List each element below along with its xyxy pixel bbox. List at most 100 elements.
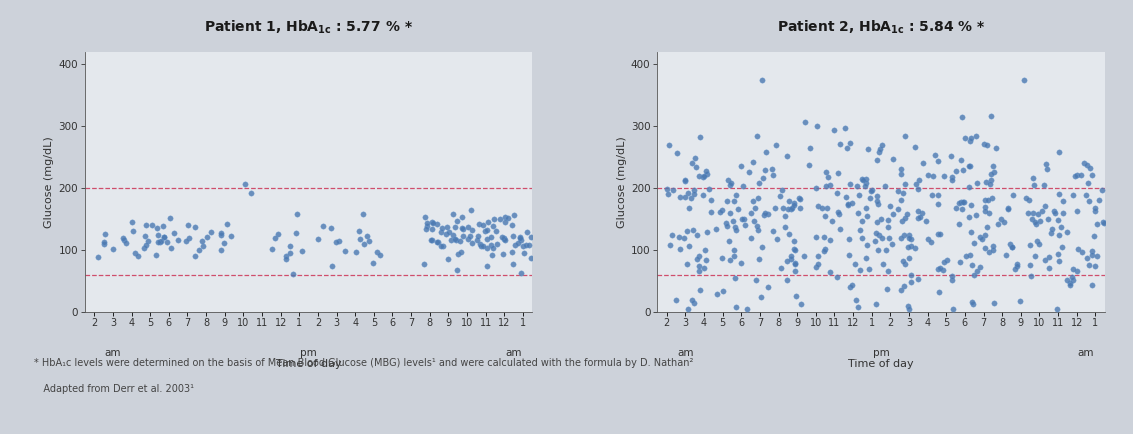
Point	[752, 76, 770, 83]
Point	[504, 261, 522, 268]
Point	[1053, 244, 1071, 251]
Point	[849, 210, 867, 217]
Point	[795, 253, 813, 260]
Point	[979, 197, 997, 204]
Point	[691, 134, 709, 141]
Point	[1067, 267, 1085, 274]
Point	[869, 201, 887, 208]
Point	[685, 187, 704, 194]
Point	[521, 254, 539, 261]
Point	[463, 227, 482, 233]
Point	[104, 246, 122, 253]
Point	[676, 194, 695, 201]
Point	[695, 172, 713, 179]
Point	[123, 227, 142, 234]
Point	[809, 203, 827, 210]
Point	[976, 232, 994, 239]
Point	[828, 190, 846, 197]
Point	[143, 222, 161, 229]
Point	[688, 256, 706, 263]
Point	[724, 218, 742, 225]
Text: pm: pm	[300, 349, 317, 358]
Point	[474, 243, 492, 250]
Point	[726, 227, 744, 234]
Point	[468, 237, 486, 244]
Point	[785, 247, 803, 254]
Point	[829, 208, 847, 215]
Point	[774, 205, 792, 212]
Point	[1049, 216, 1067, 223]
Point	[1036, 203, 1054, 210]
Point	[982, 112, 1000, 119]
Point	[150, 239, 168, 246]
Point	[726, 275, 744, 282]
Point	[500, 214, 518, 221]
Point	[1031, 217, 1049, 224]
Point	[1028, 238, 1046, 245]
Point	[1038, 165, 1056, 172]
Point	[708, 290, 726, 297]
Point	[843, 199, 861, 206]
Point	[963, 299, 981, 306]
Point	[851, 227, 869, 233]
Point	[947, 204, 965, 211]
Point	[678, 260, 696, 267]
Point	[987, 145, 1005, 151]
Point	[676, 177, 695, 184]
Point	[893, 217, 911, 224]
Point	[858, 212, 876, 219]
Point	[511, 269, 529, 276]
Point	[982, 177, 1000, 184]
Point	[1093, 219, 1111, 226]
Point	[750, 256, 768, 263]
Point	[968, 179, 986, 186]
Point	[659, 141, 678, 148]
Point	[875, 260, 893, 267]
Point	[977, 203, 995, 210]
Point	[957, 253, 976, 260]
Point	[194, 243, 212, 250]
Point	[953, 113, 971, 120]
Point	[721, 209, 739, 216]
Point	[968, 132, 986, 139]
Point	[812, 204, 830, 211]
Point	[446, 224, 465, 231]
Point	[472, 242, 491, 249]
Point	[707, 226, 725, 233]
Point	[766, 204, 784, 211]
Point	[877, 247, 895, 253]
Point	[785, 237, 803, 244]
Point	[892, 170, 910, 177]
Point	[1020, 197, 1038, 204]
Point	[664, 187, 682, 194]
Point	[1076, 191, 1094, 198]
Point	[954, 199, 972, 206]
Point	[337, 247, 355, 254]
Point	[980, 248, 998, 255]
Point	[668, 149, 687, 156]
Point	[462, 207, 480, 214]
Point	[372, 252, 390, 259]
Point	[459, 235, 477, 242]
Point	[818, 204, 836, 211]
Point	[878, 286, 896, 293]
Point	[909, 208, 927, 215]
Point	[1072, 171, 1090, 178]
Point	[1085, 263, 1104, 270]
Point	[759, 211, 777, 218]
Point	[162, 244, 180, 251]
Point	[1060, 282, 1079, 289]
Point	[326, 239, 344, 246]
Point	[1077, 161, 1096, 168]
Point	[1025, 219, 1043, 226]
Point	[670, 234, 688, 241]
Point	[718, 223, 736, 230]
Point	[695, 173, 713, 180]
Point	[868, 219, 886, 226]
Point	[819, 174, 837, 181]
Point	[1045, 208, 1063, 215]
Point	[841, 252, 859, 259]
Point	[821, 236, 840, 243]
Point	[151, 238, 169, 245]
Point	[122, 218, 140, 225]
